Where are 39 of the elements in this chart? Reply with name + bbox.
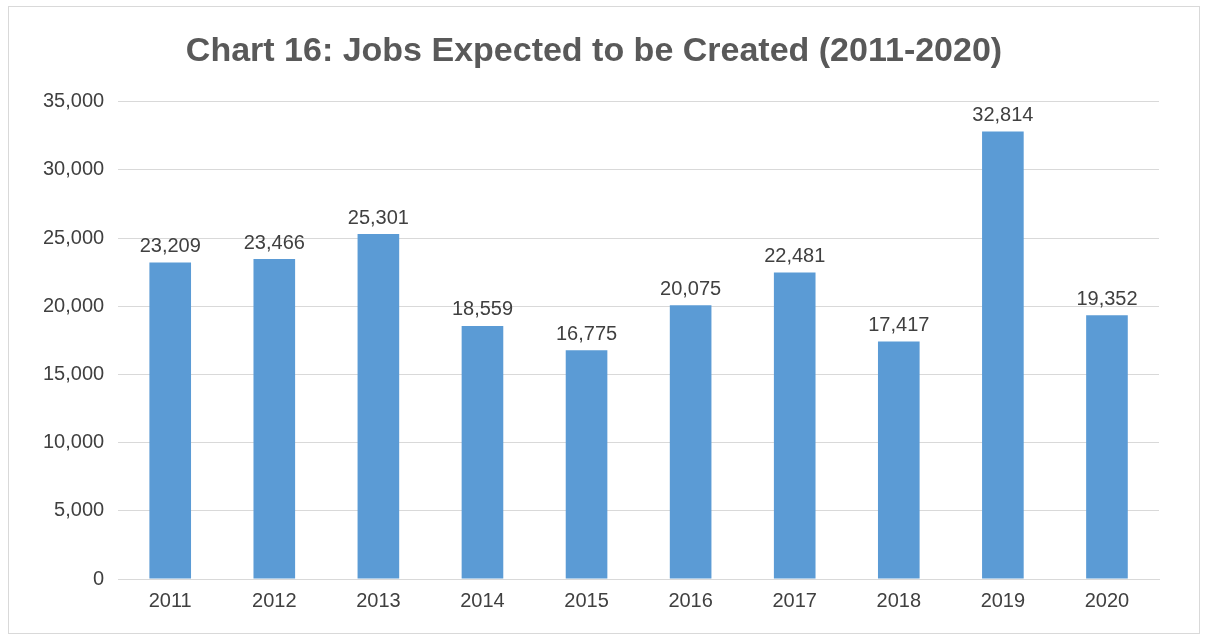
x-tick-label: 2015 [564,588,609,611]
x-tick-label: 2017 [772,588,817,611]
x-tick-label: 2014 [460,588,505,611]
y-tick-label: 20,000 [43,293,105,316]
bar [565,350,608,579]
x-tick-label: 2016 [668,588,713,611]
bar [149,262,192,579]
y-tick-label: 5,000 [54,498,105,521]
x-tick-label: 2013 [356,588,401,611]
bar [669,305,712,579]
y-tick-label: 25,000 [43,225,105,248]
y-tick-label: 0 [93,566,105,589]
x-tick-label: 2020 [1084,588,1130,611]
data-label: 17,417 [868,313,930,336]
data-label: 25,301 [347,205,409,228]
x-tick-label: 2012 [252,588,297,611]
bar [461,325,504,579]
data-label: 19,352 [1076,286,1138,309]
bar [1086,315,1128,579]
y-tick-label: 30,000 [43,157,105,180]
bar [357,234,400,579]
data-label: 16,775 [555,321,618,344]
chart-title: Chart 16: Jobs Expected to be Created (2011-2020) [185,29,1003,68]
x-tick-label: 2019 [980,588,1026,611]
y-tick-label: 35,000 [43,89,105,112]
y-tick-label: 10,000 [43,430,105,453]
x-tick-label: 2011 [148,588,192,611]
data-label: 23,466 [243,230,305,253]
bar [982,131,1024,579]
data-label: 22,481 [764,244,826,266]
bar [253,259,296,579]
data-label: 23,209 [139,234,201,257]
data-label: 32,814 [972,103,1034,126]
data-label: 20,075 [660,276,722,299]
bar [877,341,920,579]
data-label: 18,559 [451,297,514,320]
y-tick-label: 15,000 [43,362,105,384]
bar [773,272,816,579]
x-tick-label: 2018 [876,588,922,611]
